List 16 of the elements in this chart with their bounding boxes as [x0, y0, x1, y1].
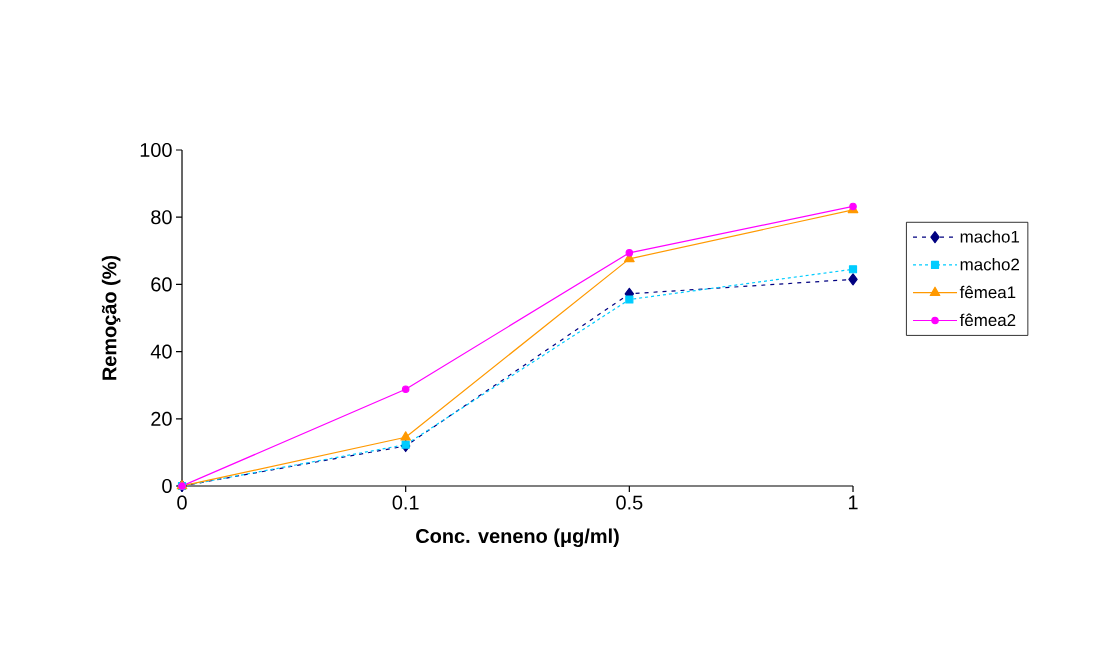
y-tick-label: 40: [150, 344, 172, 359]
y-tick-label: 100: [140, 142, 172, 158]
y-axis-title: Remoção (%): [101, 255, 121, 380]
x-tick-label: 1: [848, 495, 858, 510]
x-axis-title: Conc. veneno (μg/ml): [416, 528, 619, 548]
legend-label: fêmea1: [959, 285, 1016, 299]
y-tick-label: 60: [151, 277, 172, 292]
y-tick-label: 80: [151, 210, 172, 225]
legend-label: macho1: [960, 230, 1020, 243]
y-tick-label: 20: [151, 411, 172, 426]
x-tick-label: 0: [177, 495, 187, 510]
legend-label: macho2: [960, 258, 1019, 271]
legend-label: fêmea2: [959, 313, 1016, 327]
x-tick-label: 0.1: [392, 495, 419, 510]
x-tick-label: 0.5: [616, 495, 643, 510]
y-tick-label: 0: [162, 478, 172, 494]
